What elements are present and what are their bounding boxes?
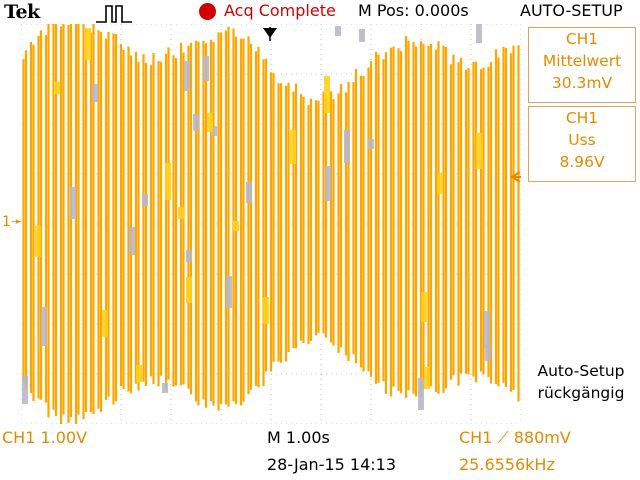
waveform-intensity-patch bbox=[54, 82, 60, 94]
waveform-intensity-patch bbox=[476, 24, 482, 43]
measurement-1-channel: CH1 bbox=[565, 30, 599, 48]
horizontal-position: M Pos: 0.000s bbox=[358, 1, 469, 20]
measurement-2-value: 8.96V bbox=[559, 153, 605, 171]
waveform-intensity-patch bbox=[290, 130, 296, 164]
waveform-intensity-patch bbox=[129, 227, 135, 255]
waveform-intensity-patch bbox=[335, 26, 341, 36]
waveform-intensity-patch bbox=[193, 114, 199, 131]
tek-logo: Tek bbox=[4, 1, 40, 23]
acq-status-text: Acq Complete bbox=[224, 1, 336, 20]
waveform-intensity-patch bbox=[85, 28, 91, 60]
waveform-intensity-patch bbox=[437, 173, 443, 194]
waveform-intensity-patch bbox=[165, 163, 171, 200]
undo-autosetup-line1: Auto-Setup bbox=[537, 362, 625, 380]
waveform-intensity-patch bbox=[325, 166, 331, 201]
measurement-1-value: 30.3mV bbox=[551, 74, 613, 92]
trigger-mode-icon bbox=[96, 5, 132, 23]
waveform-intensity-patch bbox=[211, 126, 217, 136]
waveform-intensity-patch bbox=[484, 311, 490, 348]
measurement-1-button[interactable]: CH1 Mittelwert 30.3mV bbox=[528, 27, 636, 103]
status-bar: Tek Acq Complete M Pos: 0.000s AUTO-SETU… bbox=[0, 0, 640, 24]
waveform-intensity-patch bbox=[324, 76, 330, 113]
measurement-2-channel: CH1 bbox=[565, 109, 599, 127]
waveform-intensity-patch bbox=[263, 297, 269, 324]
waveform-intensity-patch bbox=[186, 277, 192, 303]
waveform-intensity-patch bbox=[476, 133, 482, 169]
waveform-intensity-patch bbox=[184, 61, 190, 91]
waveform-intensity-patch bbox=[22, 376, 28, 404]
undo-autosetup-button[interactable]: Auto-Setup rückgängig bbox=[522, 360, 640, 410]
trigger-level-icon bbox=[510, 171, 521, 183]
waveform-intensity-patch bbox=[424, 367, 430, 389]
measurement-2-type: Uss bbox=[568, 131, 596, 149]
waveform-intensity-patch bbox=[92, 84, 98, 102]
waveform-intensity-patch bbox=[233, 221, 239, 231]
waveform-intensity-patch bbox=[226, 276, 232, 308]
menu-title: AUTO-SETUP bbox=[520, 1, 623, 20]
waveform-intensity-patch bbox=[207, 113, 213, 132]
ch1-marker-label: 1 bbox=[2, 214, 11, 230]
frequency-readout: 25.6556kHz bbox=[459, 455, 555, 474]
trigger-position-icon bbox=[263, 27, 277, 41]
ch1-arrow-icon: ➛ bbox=[10, 214, 23, 230]
waveform-intensity-patch bbox=[418, 378, 424, 410]
measurement-1-type: Mittelwert bbox=[542, 52, 622, 70]
timebase-readout: M 1.00s bbox=[267, 428, 330, 447]
waveform-intensity-patch bbox=[35, 226, 41, 257]
trigger-readout: CH1 ⟋ 880mV bbox=[459, 428, 571, 447]
undo-autosetup-line2: rückgängig bbox=[537, 384, 625, 402]
waveform-intensity-patch bbox=[485, 345, 491, 361]
waveform-intensity-patch bbox=[421, 292, 427, 322]
waveform-intensity-patch bbox=[102, 310, 108, 337]
waveform-intensity-patch bbox=[70, 187, 76, 219]
waveform-intensity-patch bbox=[136, 365, 142, 382]
ch1-scale-readout: CH1 1.00V bbox=[2, 428, 88, 447]
waveform-intensity-patch bbox=[359, 29, 365, 42]
waveform-intensity-patch bbox=[178, 207, 184, 219]
ch1-ground-marker: 1➛ bbox=[2, 214, 23, 230]
date-time-readout: 28-Jan-15 14:13 bbox=[267, 455, 397, 474]
waveform-intensity-patch bbox=[203, 56, 209, 81]
waveform-plot bbox=[20, 23, 522, 425]
waveform-intensity-patch bbox=[368, 139, 374, 149]
waveform-intensity-patch bbox=[162, 383, 168, 393]
waveform-intensity-patch bbox=[41, 307, 47, 346]
waveform-intensity-patch bbox=[344, 130, 350, 163]
measurement-2-button[interactable]: CH1 Uss 8.96V bbox=[528, 106, 636, 182]
waveform-display bbox=[20, 23, 522, 425]
waveform-intensity-patch bbox=[142, 194, 148, 206]
acq-status-icon bbox=[199, 3, 216, 20]
waveform-intensity-patch bbox=[246, 182, 252, 203]
waveform-intensity-patch bbox=[186, 250, 192, 262]
